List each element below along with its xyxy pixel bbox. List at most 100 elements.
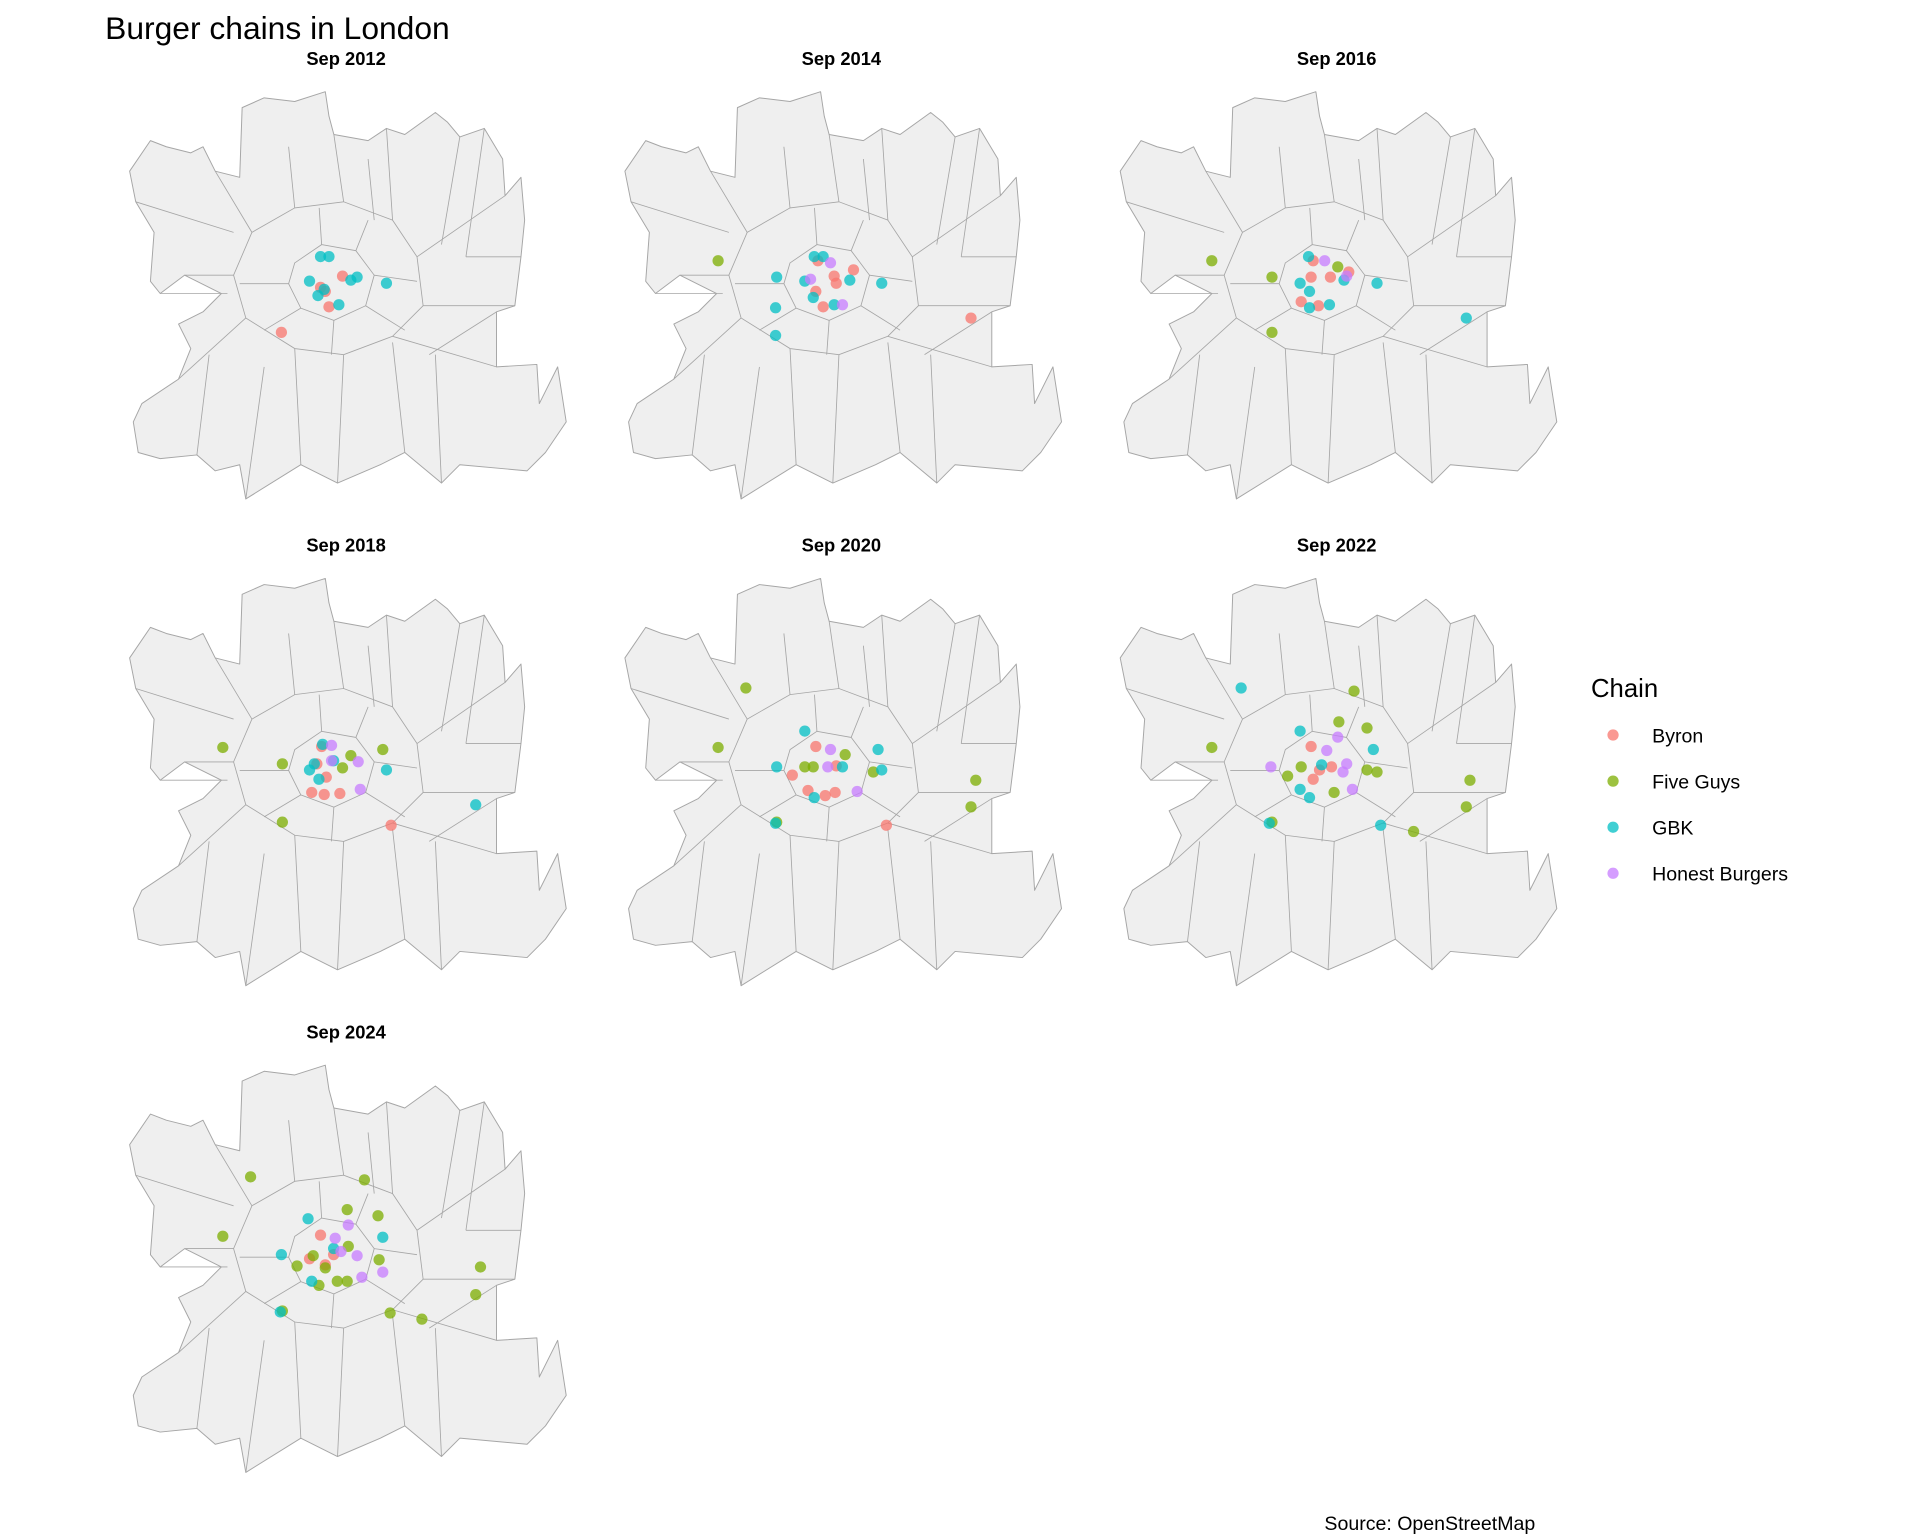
restaurant-point-honest-burgers [1332, 731, 1344, 743]
restaurant-point-five-guys [341, 1275, 353, 1287]
restaurant-point-honest-burgers [851, 785, 863, 798]
restaurant-point-five-guys [712, 255, 724, 267]
restaurant-point-five-guys [965, 801, 977, 813]
restaurant-point-byron [385, 819, 397, 831]
restaurant-point-five-guys [1266, 271, 1278, 283]
restaurant-point-byron [786, 769, 798, 781]
restaurant-point-five-guys [1266, 326, 1278, 339]
restaurant-point-byron [1325, 761, 1338, 773]
restaurant-point-gbk [808, 791, 820, 804]
restaurant-point-gbk [817, 250, 829, 263]
restaurant-point-byron [336, 270, 349, 282]
restaurant-point-byron [306, 786, 318, 799]
restaurant-point-honest-burgers [1321, 744, 1333, 757]
restaurant-point-five-guys [1371, 766, 1383, 778]
restaurant-point-gbk [470, 799, 482, 811]
restaurant-point-five-guys [712, 741, 724, 754]
restaurant-point-gbk [771, 761, 783, 773]
restaurant-point-gbk [876, 764, 888, 776]
restaurant-point-gbk [323, 250, 335, 263]
figure-title: Burger chains in London [105, 10, 450, 46]
legend-label: Five Guys [1652, 771, 1740, 793]
restaurant-point-gbk [1375, 819, 1387, 831]
facet-label: Sep 2018 [306, 535, 385, 556]
restaurant-point-gbk [1303, 285, 1316, 298]
restaurant-point-byron [275, 326, 288, 339]
restaurant-point-honest-burgers [325, 755, 338, 767]
restaurant-point-five-guys [1328, 786, 1340, 799]
legend-key [1607, 729, 1619, 741]
restaurant-point-honest-burgers [836, 299, 849, 311]
restaurant-point-byron [819, 790, 831, 802]
restaurant-point-five-guys [373, 1254, 385, 1266]
restaurant-point-byron [1305, 271, 1317, 283]
legend-item: Honest Burgers [1607, 864, 1788, 886]
facet-label: Sep 2012 [306, 48, 385, 69]
restaurant-point-byron [847, 264, 860, 276]
restaurant-point-five-guys [1464, 774, 1476, 786]
restaurant-point-honest-burgers [377, 1266, 389, 1278]
restaurant-point-five-guys [341, 1203, 353, 1216]
restaurant-point-honest-burgers [356, 1271, 368, 1283]
restaurant-point-five-guys [740, 682, 752, 694]
restaurant-point-byron [965, 312, 977, 324]
restaurant-point-gbk [769, 329, 782, 342]
restaurant-point-five-guys [470, 1288, 482, 1301]
restaurant-point-five-guys [291, 1260, 303, 1272]
restaurant-point-gbk [313, 773, 325, 785]
restaurant-point-five-guys [372, 1210, 384, 1222]
restaurant-point-five-guys [384, 1307, 396, 1319]
legend-label: GBK [1652, 818, 1693, 840]
restaurant-point-byron [1295, 296, 1307, 308]
restaurant-point-honest-burgers [804, 273, 817, 285]
restaurant-point-honest-burgers [329, 1232, 341, 1244]
restaurant-point-five-guys [217, 741, 229, 754]
facet-panel: Sep 2012 [129, 48, 567, 500]
restaurant-point-gbk [769, 817, 782, 829]
facet-label: Sep 2014 [802, 48, 882, 69]
restaurant-point-five-guys [358, 1174, 371, 1186]
restaurant-point-byron [334, 787, 346, 800]
facet-label: Sep 2024 [306, 1021, 386, 1042]
restaurant-point-five-guys [217, 1230, 229, 1242]
legend: Chain Byron Five Guys GBK Honest Burgers [1591, 675, 1788, 886]
restaurant-point-gbk [769, 302, 782, 314]
restaurant-point-gbk [1315, 759, 1328, 771]
restaurant-point-gbk [1302, 250, 1315, 263]
restaurant-point-five-guys [1332, 261, 1344, 273]
restaurant-point-honest-burgers [824, 743, 837, 756]
restaurant-point-gbk [345, 274, 357, 286]
restaurant-point-gbk [807, 291, 819, 304]
restaurant-point-five-guys [331, 1275, 343, 1287]
restaurant-point-honest-burgers [352, 756, 364, 768]
borough-map [1119, 577, 1558, 987]
restaurant-point-gbk [1294, 725, 1306, 737]
restaurant-point-gbk [306, 1275, 318, 1287]
borough-map [129, 91, 567, 500]
restaurant-point-gbk [1263, 817, 1275, 829]
restaurant-point-byron [318, 788, 330, 801]
facet-panel: Sep 2014 [624, 48, 1062, 500]
restaurant-point-five-guys [799, 761, 811, 773]
restaurant-point-gbk [1294, 783, 1306, 796]
restaurant-point-gbk [876, 277, 888, 289]
restaurant-point-five-guys [1407, 825, 1420, 838]
restaurant-point-gbk [274, 1306, 286, 1318]
restaurant-point-byron [1312, 300, 1325, 312]
restaurant-point-gbk [771, 271, 783, 283]
restaurant-point-honest-burgers [1341, 270, 1353, 282]
restaurant-point-five-guys [244, 1171, 257, 1183]
restaurant-point-five-guys [474, 1261, 487, 1273]
facet-panel: Sep 2020 [624, 535, 1062, 987]
restaurant-point-five-guys [416, 1313, 428, 1325]
legend-key [1607, 775, 1619, 787]
restaurant-point-gbk [380, 277, 393, 289]
restaurant-point-five-guys [1295, 761, 1307, 773]
restaurant-point-five-guys [1361, 764, 1373, 776]
restaurant-point-byron [1324, 271, 1337, 283]
restaurant-point-honest-burgers [342, 1219, 354, 1231]
restaurant-point-gbk [303, 764, 316, 776]
facet-label: Sep 2020 [802, 535, 881, 556]
restaurant-point-gbk [377, 1231, 389, 1243]
